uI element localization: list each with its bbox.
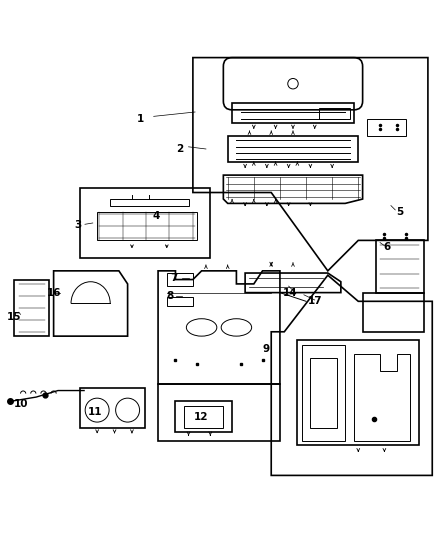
Text: 14: 14 — [283, 288, 297, 297]
Text: 7: 7 — [170, 273, 178, 283]
Text: 12: 12 — [194, 411, 208, 422]
Text: 4: 4 — [152, 212, 159, 221]
Text: 15: 15 — [7, 312, 22, 321]
Text: 16: 16 — [46, 288, 61, 297]
Text: 8: 8 — [166, 291, 173, 301]
Text: 17: 17 — [307, 296, 322, 306]
Text: 5: 5 — [396, 207, 403, 217]
Text: 9: 9 — [262, 344, 269, 354]
Text: 10: 10 — [14, 399, 28, 409]
Text: 6: 6 — [383, 242, 390, 252]
Text: 1: 1 — [137, 114, 144, 124]
Text: 11: 11 — [88, 407, 102, 417]
Text: 2: 2 — [176, 144, 184, 154]
Text: 3: 3 — [74, 220, 81, 230]
